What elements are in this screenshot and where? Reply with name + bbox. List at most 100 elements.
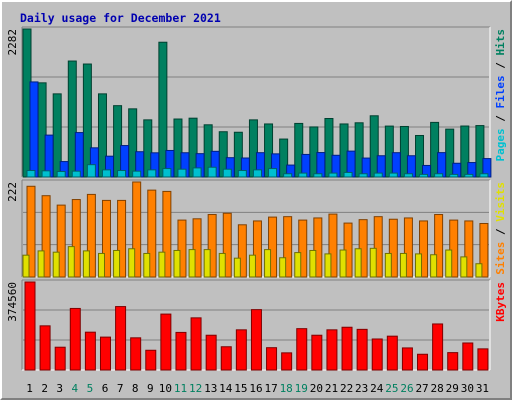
bar-sites-day-20	[313, 217, 323, 278]
y-max-label-visits-sites: 222	[6, 182, 19, 202]
bar-visits-day-6	[97, 252, 105, 278]
side-legend-visits-sites: Sites / Visits	[494, 182, 507, 275]
bar-visits-day-2	[37, 250, 45, 278]
x-tick-label-day-22: 22	[340, 382, 353, 395]
bar-visits-day-14	[218, 252, 226, 278]
x-tick-label-day-30: 30	[461, 382, 474, 395]
legend-visits: Visits	[494, 182, 507, 222]
bar-pages-day-18	[283, 173, 293, 178]
bar-visits-day-4	[67, 246, 75, 278]
bar-kbytes-day-9	[145, 349, 157, 371]
bar-pages-day-25	[388, 172, 398, 178]
bar-kbytes-day-17	[266, 347, 278, 371]
legend-files: Files	[494, 75, 507, 108]
x-tick-label-day-14: 14	[219, 382, 233, 395]
x-tick-label-day-29: 29	[446, 382, 459, 395]
bar-pages-day-8	[132, 170, 142, 178]
legend-pages: Pages	[494, 128, 507, 161]
x-tick-label-day-12: 12	[189, 382, 202, 395]
bar-kbytes-day-16	[250, 309, 262, 371]
bar-pages-day-16	[252, 169, 262, 178]
bar-visits-day-21	[324, 253, 332, 278]
bar-sites-day-28	[434, 214, 444, 278]
bar-visits-day-31	[475, 263, 483, 278]
bar-visits-day-3	[52, 251, 60, 278]
x-tick-label-day-6: 6	[102, 382, 109, 395]
bar-sites-day-14	[222, 212, 232, 278]
x-tick-label-day-5: 5	[87, 382, 94, 395]
x-tick-label-day-4: 4	[72, 382, 79, 395]
bar-visits-day-13	[203, 249, 211, 278]
bar-kbytes-day-13	[205, 334, 217, 371]
bar-pages-day-7	[117, 170, 127, 178]
bar-sites-day-21	[328, 213, 338, 278]
bar-kbytes-day-1	[24, 281, 36, 371]
x-tick-label-day-2: 2	[41, 382, 48, 395]
x-tick-label-day-16: 16	[249, 382, 262, 395]
x-tick-label-day-26: 26	[400, 382, 413, 395]
bar-visits-day-20	[309, 249, 317, 278]
bar-pages-day-1	[26, 170, 36, 178]
bar-sites-day-24	[373, 216, 383, 278]
bar-pages-day-12	[192, 167, 202, 178]
bar-visits-day-11	[173, 249, 181, 278]
y-max-label-hits-files-pages: 2282	[6, 29, 19, 56]
x-tick-label-day-20: 20	[310, 382, 323, 395]
x-tick-label-day-27: 27	[415, 382, 428, 395]
bar-kbytes-day-10	[160, 313, 172, 371]
bar-visits-day-29	[445, 249, 453, 278]
bar-kbytes-day-2	[39, 325, 51, 371]
x-tick-label-day-18: 18	[280, 382, 293, 395]
bar-pages-day-26	[403, 173, 413, 178]
bar-pages-day-20	[313, 173, 323, 178]
bar-visits-day-12	[188, 249, 196, 278]
bar-pages-day-14	[222, 168, 232, 178]
legend-separator: /	[494, 56, 507, 76]
bar-sites-day-6	[101, 199, 111, 278]
bar-sites-day-7	[117, 199, 127, 278]
bar-pages-day-17	[268, 168, 278, 178]
legend-kbytes: KBytes	[494, 282, 507, 322]
bar-sites-day-27	[419, 220, 429, 278]
bar-pages-day-19	[298, 172, 308, 178]
bar-sites-day-10	[162, 190, 172, 278]
bar-visits-day-16	[248, 254, 256, 278]
bar-visits-day-27	[415, 253, 423, 278]
x-tick-label-day-17: 17	[264, 382, 277, 395]
bar-pages-day-4	[71, 170, 81, 178]
bar-visits-day-8	[128, 248, 136, 278]
x-tick-label-day-13: 13	[204, 382, 217, 395]
x-tick-label-day-21: 21	[325, 382, 338, 395]
bar-visits-day-1	[22, 254, 30, 278]
bar-pages-day-11	[177, 168, 187, 178]
bar-pages-day-24	[373, 172, 383, 178]
bar-visits-day-17	[264, 249, 272, 278]
bar-files-day-4	[74, 132, 84, 178]
x-tick-label-day-7: 7	[117, 382, 124, 395]
bar-sites-day-2	[41, 195, 51, 278]
bar-sites-day-4	[71, 199, 81, 278]
x-tick-label-day-11: 11	[174, 382, 187, 395]
bar-pages-day-3	[56, 170, 66, 178]
bar-kbytes-day-30	[462, 342, 474, 371]
bar-pages-day-5	[86, 164, 96, 178]
x-tick-label-day-8: 8	[132, 382, 139, 395]
bar-kbytes-day-28	[432, 323, 444, 371]
x-tick-label-day-25: 25	[385, 382, 398, 395]
legend-sites: Sites	[494, 242, 507, 275]
side-legend-hits-files-pages: Pages / Files / Hits	[494, 29, 507, 162]
bar-kbytes-day-14	[220, 346, 232, 371]
bar-kbytes-day-27	[417, 353, 429, 371]
bar-visits-day-22	[339, 249, 347, 278]
bar-sites-day-18	[283, 216, 293, 278]
bar-sites-day-30	[464, 220, 474, 278]
legend-separator: /	[494, 222, 507, 242]
bar-pages-day-23	[358, 173, 368, 178]
bar-pages-day-6	[101, 169, 111, 178]
bar-visits-day-18	[279, 257, 287, 278]
bar-kbytes-day-3	[54, 346, 66, 371]
bar-sites-day-5	[86, 193, 96, 278]
bar-pages-day-29	[449, 173, 459, 178]
bar-kbytes-day-24	[371, 338, 383, 371]
